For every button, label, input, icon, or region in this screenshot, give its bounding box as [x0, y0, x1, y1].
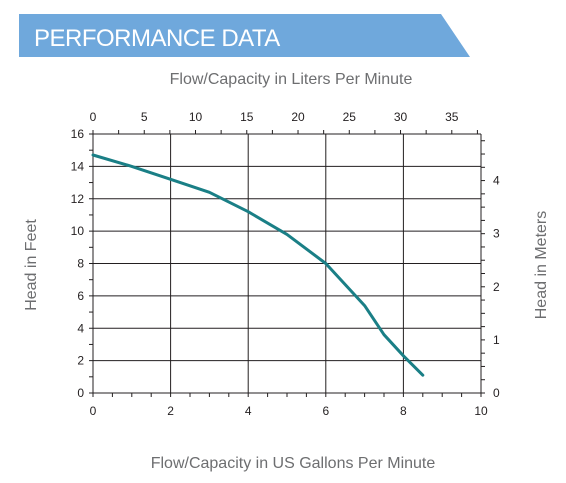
x-tick-label: 8 [400, 404, 407, 418]
header-title: PERFORMANCE DATA [34, 25, 280, 52]
x-tick-label: 6 [322, 404, 329, 418]
x2-tick-label: 30 [394, 110, 408, 124]
x2-tick-label: 5 [141, 110, 148, 124]
y-tick-label: 12 [71, 192, 85, 206]
y-tick-label: 4 [77, 321, 84, 335]
y-tick-label: 8 [77, 257, 84, 271]
performance-curve [91, 153, 425, 377]
y2-tick-label: 0 [493, 386, 500, 400]
curve-layer [91, 153, 425, 377]
grid [89, 130, 485, 397]
y-tick-label: 10 [71, 224, 85, 238]
y-tick-label: 14 [71, 159, 85, 173]
header-banner: PERFORMANCE DATA [19, 14, 470, 57]
x2-tick-label: 15 [240, 110, 254, 124]
x-tick-label: 10 [474, 404, 488, 418]
x2-tick-label: 25 [343, 110, 357, 124]
y-tick-label: 0 [77, 386, 84, 400]
y-axis-label: Head in Feet [23, 219, 40, 311]
x2-tick-label: 10 [189, 110, 203, 124]
x2-tick-label: 35 [445, 110, 459, 124]
y-tick-label: 6 [77, 289, 84, 303]
x2-axis-label: Flow/Capacity in Liters Per Minute [170, 71, 413, 88]
y2-tick-label: 3 [493, 227, 500, 241]
y2-tick-label: 4 [493, 174, 500, 188]
y-tick-label: 16 [71, 127, 85, 141]
y-tick-label: 2 [77, 354, 84, 368]
y2-axis-label: Head in Meters [533, 211, 550, 320]
x2-tick-label: 20 [291, 110, 305, 124]
y2-tick-label: 1 [493, 333, 500, 347]
x-tick-label: 4 [245, 404, 252, 418]
x-axis-label: Flow/Capacity in US Gallons Per Minute [151, 455, 436, 472]
header-banner-shape [19, 14, 470, 57]
x2-tick-label: 0 [90, 110, 97, 124]
x-tick-label: 2 [167, 404, 174, 418]
y2-tick-label: 2 [493, 280, 500, 294]
x-tick-label: 0 [90, 404, 97, 418]
